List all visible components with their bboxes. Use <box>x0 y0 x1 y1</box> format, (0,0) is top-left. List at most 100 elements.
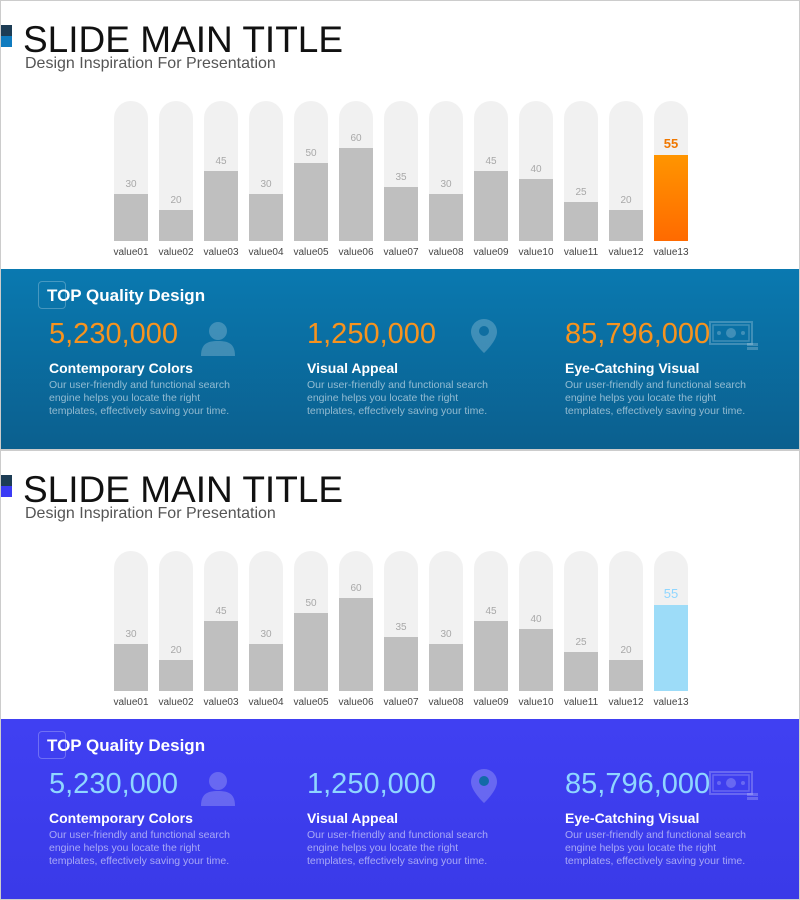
bar-track: 45 <box>204 101 238 241</box>
bar-track: 30 <box>429 101 463 241</box>
x-axis-label: value09 <box>473 247 509 258</box>
bar <box>519 178 553 241</box>
bar <box>609 209 643 241</box>
bar-track: 20 <box>159 551 193 691</box>
accent-square-dark <box>1 475 12 486</box>
user-icon <box>201 770 235 811</box>
slide-title: SLIDE MAIN TITLE <box>23 469 344 510</box>
x-axis-label: value07 <box>383 697 419 708</box>
bar-track: 20 <box>159 101 193 241</box>
stat-number: 85,796,000 <box>565 318 711 350</box>
bar-value-label: 25 <box>575 637 587 649</box>
bar <box>159 209 193 241</box>
bar <box>114 644 148 691</box>
bar <box>564 652 598 691</box>
bar-value-label: 30 <box>440 179 452 191</box>
money-bill-icon <box>709 771 759 806</box>
bar-track: 30 <box>429 551 463 691</box>
x-axis-label: value04 <box>248 697 284 708</box>
stat-description: Our user-friendly and functional search … <box>565 379 746 417</box>
user-icon <box>201 320 235 361</box>
x-axis-label: value06 <box>338 247 374 258</box>
x-axis-label: value04 <box>248 247 284 258</box>
x-axis-label: value02 <box>158 247 194 258</box>
x-axis-label: value05 <box>293 697 329 708</box>
bar <box>294 163 328 241</box>
bar <box>429 644 463 691</box>
title-accent-mark <box>1 475 12 497</box>
bar-value-label: 20 <box>170 194 182 206</box>
bar-track: 20 <box>609 551 643 691</box>
bar <box>339 147 373 241</box>
bar-track: 60 <box>339 551 373 691</box>
bar <box>249 194 283 241</box>
bar <box>384 636 418 691</box>
bar-track: 50 <box>294 551 328 691</box>
bar-value-label: 30 <box>440 629 452 641</box>
stat-title: Visual Appeal <box>307 360 399 376</box>
bar-value-label: 20 <box>620 194 632 206</box>
stat-description: Our user-friendly and functional search … <box>49 379 230 417</box>
bar-track: 50 <box>294 101 328 241</box>
bar-track: 45 <box>204 551 238 691</box>
stat-title: Contemporary Colors <box>49 810 193 826</box>
bar-value-label: 45 <box>485 606 497 617</box>
bar-value-label: 40 <box>530 613 542 625</box>
bar-track: 45 <box>474 101 508 241</box>
stat-title: Eye-Catching Visual <box>565 810 700 826</box>
x-axis-label: value12 <box>608 697 644 708</box>
slide: SLIDE MAIN TITLE Design Inspiration For P… <box>0 450 800 900</box>
bar-track: 30 <box>114 551 148 691</box>
bar-value-label: 55 <box>663 136 679 152</box>
bar <box>654 155 688 241</box>
stat-title: Eye-Catching Visual <box>565 360 700 376</box>
x-axis-label: value11 <box>563 697 599 708</box>
bar-value-label: 55 <box>663 586 679 602</box>
bar-value-label: 60 <box>350 582 362 594</box>
bar-track: 40 <box>519 101 553 241</box>
bar-value-label: 25 <box>575 187 587 199</box>
stat-number: 1,250,000 <box>307 768 437 800</box>
panel-heading: TOP Quality Design <box>47 736 206 755</box>
stat-description: Our user-friendly and functional search … <box>307 379 488 417</box>
bar-track: 45 <box>474 551 508 691</box>
bar <box>474 621 508 691</box>
bar-value-label: 45 <box>215 606 227 617</box>
x-axis-label: value03 <box>203 247 239 258</box>
heading-frame <box>38 731 66 759</box>
bar <box>429 194 463 241</box>
x-axis-label: value06 <box>338 697 374 708</box>
location-pin-icon <box>471 769 497 808</box>
bar-track: 35 <box>384 551 418 691</box>
x-axis-label: value13 <box>653 697 689 708</box>
bar-value-label: 45 <box>485 156 497 167</box>
bar <box>474 171 508 241</box>
stat-number: 5,230,000 <box>49 318 179 350</box>
bar-track: 60 <box>339 101 373 241</box>
stat-description: Our user-friendly and functional search … <box>565 829 746 867</box>
x-axis-label: value12 <box>608 247 644 258</box>
x-axis-label: value05 <box>293 247 329 258</box>
bar-track: 55 <box>654 551 688 691</box>
bar-track: 25 <box>564 101 598 241</box>
bar-value-label: 50 <box>305 598 317 610</box>
bar-track: 25 <box>564 551 598 691</box>
x-axis-label: value09 <box>473 697 509 708</box>
bar <box>339 597 373 691</box>
money-bill-icon <box>709 321 759 356</box>
stat-number: 85,796,000 <box>565 768 711 800</box>
bar <box>384 186 418 241</box>
bar-value-label: 30 <box>125 179 137 191</box>
x-axis-label: value01 <box>113 247 149 258</box>
stat-title: Contemporary Colors <box>49 360 193 376</box>
stats-panel: TOP Quality Design 5,230,000 Contemporary … <box>1 719 799 899</box>
bar-track: 20 <box>609 101 643 241</box>
slide-subtitle: Design Inspiration For Presentation <box>25 55 276 72</box>
bar <box>564 202 598 241</box>
bar <box>249 644 283 691</box>
stat-description: Our user-friendly and functional search … <box>307 829 488 867</box>
x-axis-label: value08 <box>428 247 464 258</box>
slide-title: SLIDE MAIN TITLE <box>23 19 344 60</box>
accent-square-color <box>1 486 12 497</box>
bar-value-label: 60 <box>350 132 362 144</box>
